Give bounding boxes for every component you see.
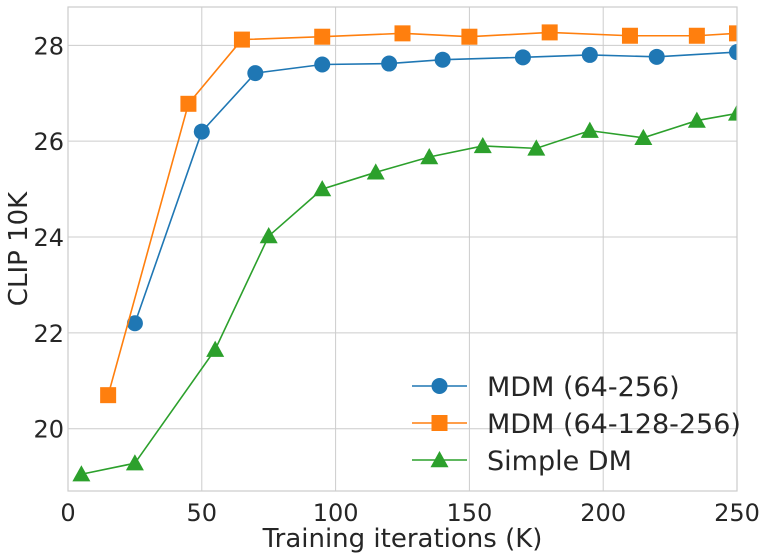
x-tick-label: 50 xyxy=(187,499,218,527)
y-tick-label: 20 xyxy=(33,416,64,444)
data-point xyxy=(314,28,331,45)
y-axis-ticks: 20 22 24 26 28 xyxy=(33,32,64,443)
data-point xyxy=(434,51,451,68)
data-point xyxy=(394,25,411,42)
data-point xyxy=(259,227,278,244)
legend-marker xyxy=(430,451,449,468)
x-tick-label: 250 xyxy=(714,499,760,527)
plot-frame xyxy=(67,6,738,492)
data-point xyxy=(381,55,398,72)
x-tick-label: 0 xyxy=(60,499,75,527)
legend-item: MDM (64-128-256) xyxy=(412,409,741,440)
data-point xyxy=(461,28,478,45)
legend-label: MDM (64-256) xyxy=(487,372,680,403)
legend-label: Simple DM xyxy=(487,446,632,477)
x-tick-label: 200 xyxy=(580,499,626,527)
data-point xyxy=(621,27,638,44)
y-axis-label: CLIP 10K xyxy=(4,191,34,306)
legend-item: MDM (64-256) xyxy=(412,372,680,403)
data-point xyxy=(125,454,144,471)
data-point xyxy=(688,27,705,44)
data-point xyxy=(729,25,737,42)
x-axis-label: Training iterations (K) xyxy=(262,524,543,554)
data-point xyxy=(233,31,250,48)
data-point xyxy=(541,24,558,41)
x-axis-ticks: 0 50 100 150 200 250 xyxy=(60,499,760,527)
legend: MDM (64-256) MDM (64-128-256) Simple DM xyxy=(412,372,741,477)
data-point xyxy=(729,44,737,61)
data-point xyxy=(473,136,492,154)
y-tick-label: 22 xyxy=(33,320,64,348)
data-point xyxy=(514,49,531,66)
legend-label: MDM (64-128-256) xyxy=(487,409,741,440)
legend-marker xyxy=(431,415,448,431)
data-point xyxy=(420,147,439,165)
data-point xyxy=(648,48,665,65)
series-3 xyxy=(72,104,737,482)
data-point xyxy=(314,56,331,73)
series-line xyxy=(107,31,737,396)
y-tick-label: 28 xyxy=(33,32,64,60)
data-point xyxy=(180,95,197,112)
x-tick-label: 150 xyxy=(446,499,492,527)
series-2 xyxy=(100,24,737,404)
data-point xyxy=(206,340,225,357)
x-tick-label: 100 xyxy=(313,499,359,527)
data-point xyxy=(72,465,91,482)
legend-marker xyxy=(431,378,448,394)
data-point xyxy=(527,139,546,156)
data-point xyxy=(313,180,332,197)
data-point xyxy=(580,121,599,138)
data-point xyxy=(366,163,385,180)
data-point xyxy=(634,128,653,146)
series-layer xyxy=(72,24,737,482)
series-1 xyxy=(126,44,737,332)
data-point xyxy=(581,46,598,63)
y-tick-label: 26 xyxy=(33,128,64,156)
data-point xyxy=(247,65,264,82)
data-point xyxy=(728,104,737,121)
data-point xyxy=(126,315,143,332)
data-point xyxy=(687,111,706,128)
series-line xyxy=(134,51,737,324)
legend-item: Simple DM xyxy=(412,446,632,477)
data-point xyxy=(100,387,117,404)
y-tick-label: 24 xyxy=(33,224,64,252)
data-point xyxy=(193,123,210,140)
